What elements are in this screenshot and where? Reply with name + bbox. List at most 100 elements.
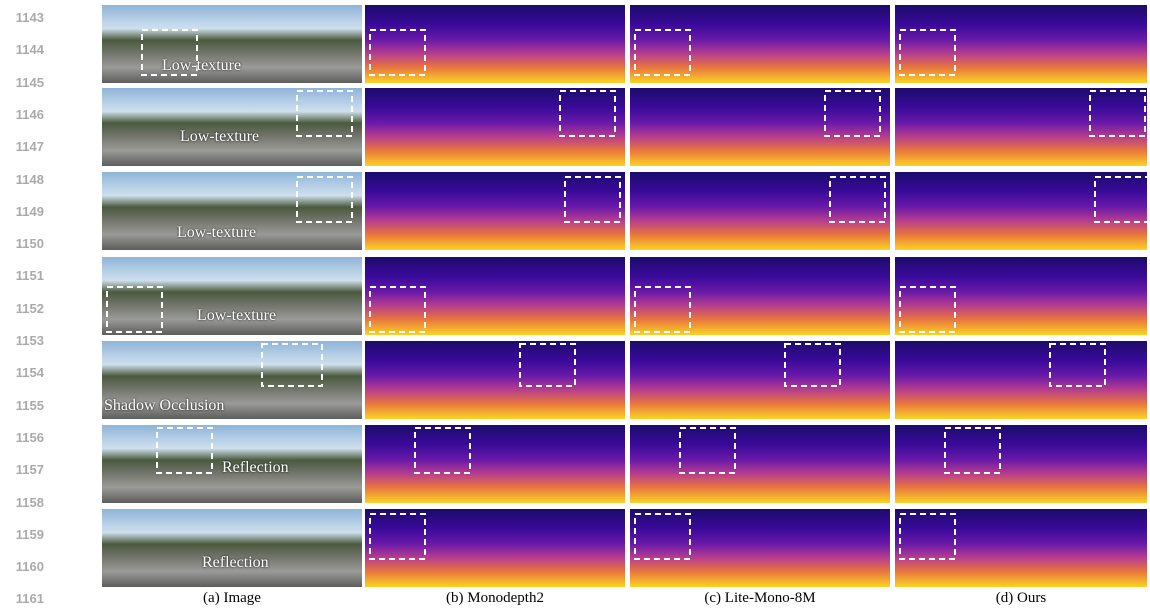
highlight-box-layer bbox=[630, 257, 890, 335]
highlight-box-layer bbox=[895, 88, 1147, 166]
depth-map bbox=[630, 172, 890, 250]
highlight-box-layer bbox=[365, 257, 625, 335]
depth-map bbox=[895, 257, 1147, 335]
line-number: 1154 bbox=[4, 365, 44, 380]
highlight-box-layer bbox=[365, 425, 625, 503]
depth-map bbox=[630, 5, 890, 83]
line-number: 1153 bbox=[4, 333, 44, 348]
annotation: Reflection bbox=[222, 459, 289, 477]
highlight-box bbox=[297, 177, 352, 222]
highlight-box-layer bbox=[365, 5, 625, 83]
highlight-box-layer bbox=[365, 509, 625, 587]
highlight-box-layer bbox=[895, 425, 1147, 503]
depth-map bbox=[365, 425, 625, 503]
line-number: 1148 bbox=[4, 172, 44, 187]
highlight-box bbox=[945, 428, 1000, 473]
highlight-box-layer bbox=[895, 341, 1147, 419]
highlight-box bbox=[370, 30, 425, 75]
annotation: Low-texture bbox=[197, 307, 276, 325]
highlight-box bbox=[680, 428, 735, 473]
depth-map bbox=[895, 341, 1147, 419]
depth-map bbox=[895, 425, 1147, 503]
line-number: 1146 bbox=[4, 107, 44, 122]
highlight-box bbox=[370, 514, 425, 559]
highlight-box bbox=[635, 514, 690, 559]
input-image bbox=[102, 509, 362, 587]
highlight-box bbox=[825, 91, 880, 136]
column-caption: (b) Monodepth2 bbox=[365, 590, 625, 607]
line-number: 1155 bbox=[4, 398, 44, 413]
line-number: 1159 bbox=[4, 527, 44, 542]
highlight-box bbox=[900, 514, 955, 559]
highlight-box-layer bbox=[630, 5, 890, 83]
depth-map bbox=[895, 88, 1147, 166]
line-number: 1144 bbox=[4, 42, 44, 57]
annotation: Shadow Occlusion bbox=[104, 397, 224, 415]
depth-map bbox=[630, 509, 890, 587]
depth-map bbox=[630, 341, 890, 419]
annotation: Low-texture bbox=[180, 128, 259, 146]
column-caption: (c) Lite-Mono-8M bbox=[630, 590, 890, 607]
highlight-box-layer bbox=[365, 88, 625, 166]
highlight-box bbox=[635, 287, 690, 332]
highlight-box-layer bbox=[895, 172, 1147, 250]
column-caption: (d) Ours bbox=[891, 590, 1150, 607]
highlight-box bbox=[370, 287, 425, 332]
depth-map bbox=[365, 341, 625, 419]
highlight-box bbox=[1090, 91, 1145, 136]
depth-map bbox=[365, 5, 625, 83]
highlight-box-layer bbox=[630, 425, 890, 503]
line-number: 1156 bbox=[4, 430, 44, 445]
annotation: Reflection bbox=[202, 554, 269, 572]
line-number: 1150 bbox=[4, 236, 44, 251]
highlight-box-layer bbox=[895, 509, 1147, 587]
depth-map bbox=[365, 509, 625, 587]
annotation: Low-texture bbox=[162, 57, 241, 75]
line-number: 1151 bbox=[4, 268, 44, 283]
depth-map bbox=[365, 88, 625, 166]
highlight-box bbox=[520, 344, 575, 386]
line-number: 1147 bbox=[4, 139, 44, 154]
annotation: Low-texture bbox=[177, 224, 256, 242]
highlight-box bbox=[262, 344, 322, 386]
line-number: 1158 bbox=[4, 495, 44, 510]
highlight-box-layer bbox=[630, 341, 890, 419]
depth-map bbox=[895, 172, 1147, 250]
highlight-box-layer bbox=[102, 88, 362, 166]
depth-map bbox=[630, 88, 890, 166]
depth-map bbox=[895, 5, 1147, 83]
highlight-box bbox=[1095, 177, 1147, 222]
highlight-box-layer bbox=[630, 88, 890, 166]
highlight-box bbox=[830, 177, 885, 222]
highlight-box bbox=[560, 91, 615, 136]
depth-map bbox=[365, 257, 625, 335]
depth-map bbox=[630, 257, 890, 335]
line-number: 1145 bbox=[4, 75, 44, 90]
highlight-box bbox=[565, 177, 620, 222]
highlight-box-layer bbox=[895, 5, 1147, 83]
line-number: 1149 bbox=[4, 204, 44, 219]
highlight-box-layer bbox=[365, 172, 625, 250]
highlight-box bbox=[635, 30, 690, 75]
input-image bbox=[102, 88, 362, 166]
highlight-box bbox=[900, 30, 955, 75]
highlight-box-layer bbox=[630, 172, 890, 250]
column-caption: (a) Image bbox=[102, 590, 362, 607]
line-number: 1161 bbox=[4, 591, 44, 606]
highlight-box bbox=[107, 287, 162, 332]
line-number: 1157 bbox=[4, 462, 44, 477]
highlight-box bbox=[157, 428, 212, 473]
highlight-box bbox=[785, 344, 840, 386]
depth-map bbox=[895, 509, 1147, 587]
highlight-box bbox=[900, 287, 955, 332]
highlight-box bbox=[415, 428, 470, 473]
highlight-box bbox=[297, 91, 352, 136]
highlight-box-layer bbox=[630, 509, 890, 587]
figure: 1143114411451146114711481149115011511152… bbox=[0, 0, 1150, 610]
depth-map bbox=[630, 425, 890, 503]
highlight-box-layer bbox=[895, 257, 1147, 335]
highlight-box bbox=[1050, 344, 1105, 386]
line-number: 1160 bbox=[4, 559, 44, 574]
line-number: 1143 bbox=[4, 10, 44, 25]
depth-map bbox=[365, 172, 625, 250]
